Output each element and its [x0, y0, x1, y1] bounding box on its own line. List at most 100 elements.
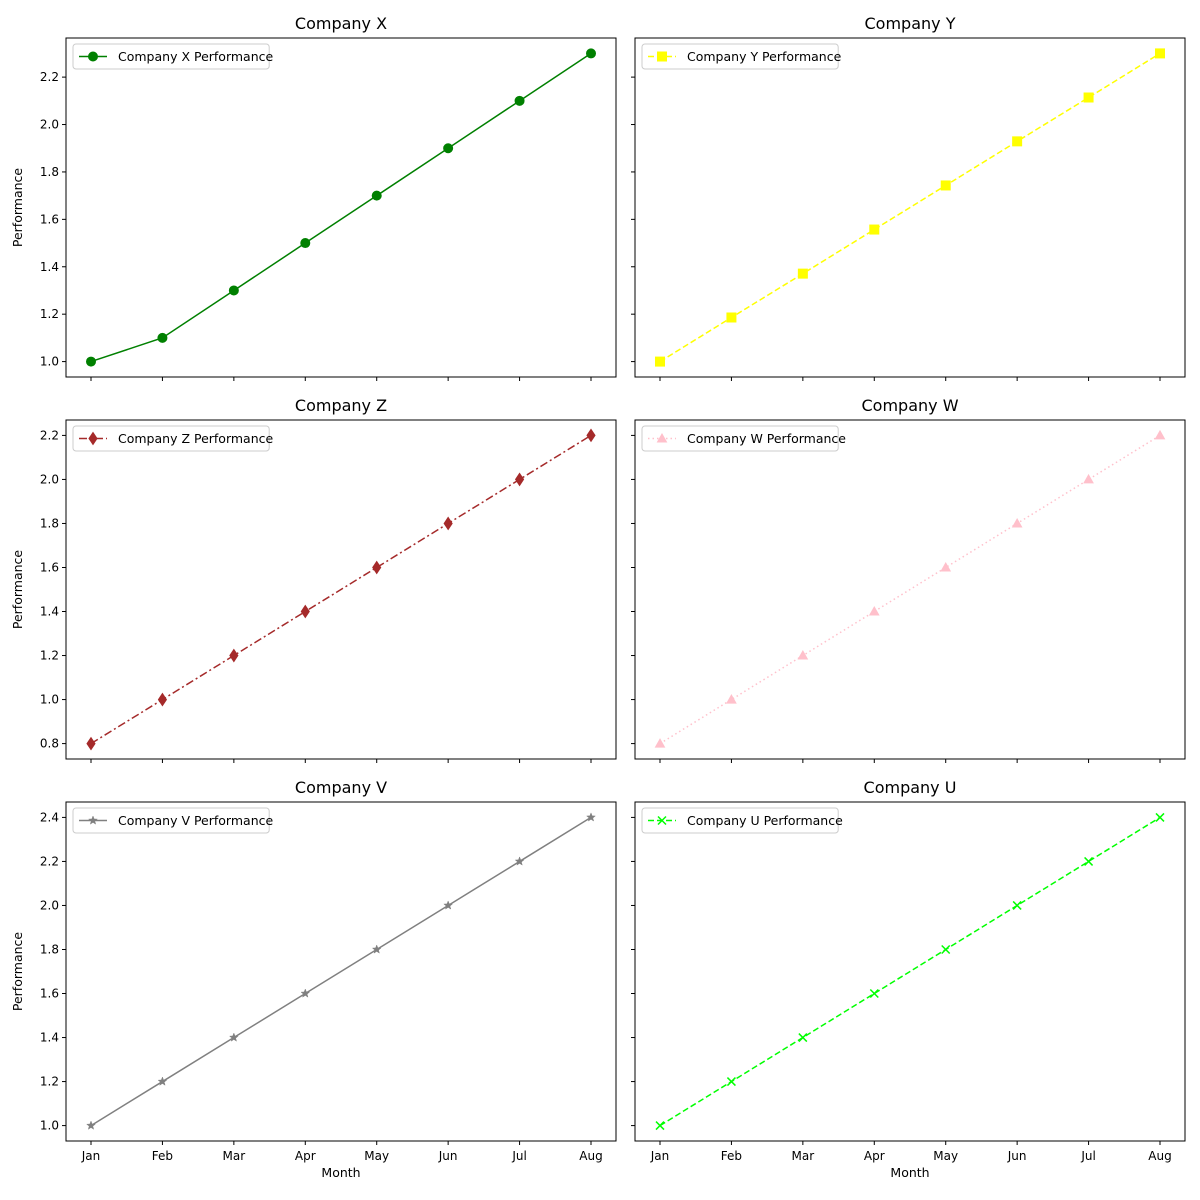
- data-point: [1012, 136, 1023, 147]
- legend-label: Company V Performance: [118, 813, 273, 828]
- data-point: [228, 285, 239, 296]
- data-point: [726, 694, 737, 704]
- data-point: [372, 560, 382, 575]
- chart-title: Company W: [861, 396, 958, 415]
- data-point: [514, 95, 525, 106]
- x-tick-label: Jan: [650, 1149, 670, 1163]
- series-line: [90, 52, 592, 363]
- chart-panel-6: Company U Jan Feb Mar Apr May Jun Jul Aug Month Co…: [631, 778, 1186, 1180]
- chart-panel-3: Company Z 0.8 1.0 1.2 1.4 1.6 1.8 2.0 2.2 Perform…: [10, 396, 617, 763]
- plot-frame: [634, 419, 1186, 760]
- x-tick-label: Mar: [223, 1149, 246, 1163]
- legend-marker: [657, 815, 667, 826]
- legend-label: Company X Performance: [118, 49, 273, 64]
- legend-box: [641, 43, 839, 70]
- y-tick-label: 2.0: [40, 118, 59, 132]
- data-point: [86, 1120, 96, 1130]
- data-point: [514, 472, 525, 487]
- legend-box: [641, 425, 839, 452]
- legend-label: Company Z Performance: [118, 431, 273, 446]
- data-point: [86, 356, 96, 367]
- data-point: [940, 561, 952, 572]
- y-tick-label: 2.4: [40, 810, 59, 824]
- data-point: [443, 143, 454, 154]
- y-tick-label: 0.8: [40, 737, 59, 751]
- chart-title: Company Y: [865, 14, 956, 33]
- series-line: [659, 816, 1161, 1127]
- x-tick-label: Aug: [1148, 1149, 1171, 1163]
- plot-frame: [65, 801, 617, 1142]
- data-point: [940, 180, 951, 191]
- data-point: [869, 224, 880, 235]
- legend-marker: [88, 51, 98, 62]
- legend-label: Company Y Performance: [687, 49, 842, 64]
- data-point: [798, 1033, 808, 1043]
- data-point: [1155, 812, 1165, 822]
- y-tick-label: 1.0: [40, 693, 59, 707]
- data-point: [797, 650, 809, 660]
- x-tick-label: Jun: [1007, 1149, 1027, 1163]
- data-point: [1154, 429, 1166, 440]
- y-tick-label: 1.0: [40, 355, 59, 369]
- data-point: [655, 1121, 665, 1131]
- x-tick-label: Aug: [579, 1149, 602, 1163]
- data-point: [797, 268, 808, 279]
- y-tick-label: 2.0: [40, 898, 59, 912]
- x-axis-title: Month: [321, 1165, 360, 1180]
- y-tick-label: 1.8: [40, 516, 59, 530]
- data-point: [868, 605, 880, 616]
- chart-panel-1: Company X 1.0 1.2 1.4 1.6 1.8 2.0 2.2 Performanc…: [10, 14, 617, 381]
- chart-panel-4: Company W Company W Performance: [631, 396, 1186, 763]
- plot-frame: [65, 37, 617, 378]
- legend-box: [72, 43, 270, 70]
- data-point: [655, 356, 665, 367]
- legend-label: Company U Performance: [687, 813, 843, 828]
- y-tick-label: 1.2: [40, 307, 59, 321]
- data-point: [726, 312, 737, 323]
- legend-box: [72, 425, 270, 452]
- legend-marker: [656, 432, 668, 443]
- plot-frame: [65, 419, 617, 760]
- data-point: [86, 736, 96, 751]
- y-axis-title: Performance: [10, 932, 25, 1012]
- x-axis-title: Month: [890, 1165, 929, 1180]
- x-tick-label: Feb: [721, 1149, 742, 1163]
- y-axis-title: Performance: [10, 550, 25, 630]
- legend-box: [72, 807, 270, 834]
- legend-box: [641, 807, 839, 834]
- x-tick-label: Apr: [864, 1149, 885, 1163]
- series-line: [90, 816, 592, 1127]
- y-tick-label: 2.2: [40, 70, 59, 84]
- data-point: [157, 692, 168, 707]
- x-tick-label: Mar: [792, 1149, 815, 1163]
- series-line: [90, 434, 592, 745]
- y-tick-label: 1.2: [40, 1075, 59, 1089]
- data-point: [1083, 473, 1094, 484]
- data-point: [586, 812, 596, 822]
- legend-marker: [657, 51, 667, 62]
- data-point: [514, 856, 525, 866]
- y-axis-title: Performance: [10, 168, 25, 248]
- series-line: [659, 52, 1161, 363]
- data-point: [300, 988, 311, 998]
- y-tick-label: 1.8: [40, 942, 59, 956]
- y-tick-label: 2.2: [40, 854, 59, 868]
- data-point: [1084, 856, 1094, 866]
- data-point: [726, 1077, 736, 1087]
- chart-panel-5: Company V 1.0 1.2 1.4 1.6 1.8 2.0 2.2 2.4 Jan Feb M…: [10, 778, 617, 1180]
- legend-marker: [88, 431, 98, 446]
- y-tick-label: 1.6: [40, 212, 59, 226]
- x-tick-label: Apr: [295, 1149, 316, 1163]
- x-tick-label: Jun: [438, 1149, 458, 1163]
- chart-title: Company U: [864, 778, 957, 797]
- data-point: [229, 648, 239, 663]
- data-point: [1083, 92, 1094, 103]
- data-point: [1012, 900, 1022, 910]
- plot-frame: [634, 801, 1186, 1142]
- y-tick-label: 1.4: [40, 1031, 59, 1045]
- x-tick-label: Jul: [511, 1149, 526, 1163]
- data-point: [586, 428, 596, 443]
- data-point: [1155, 48, 1165, 59]
- data-point: [300, 238, 311, 249]
